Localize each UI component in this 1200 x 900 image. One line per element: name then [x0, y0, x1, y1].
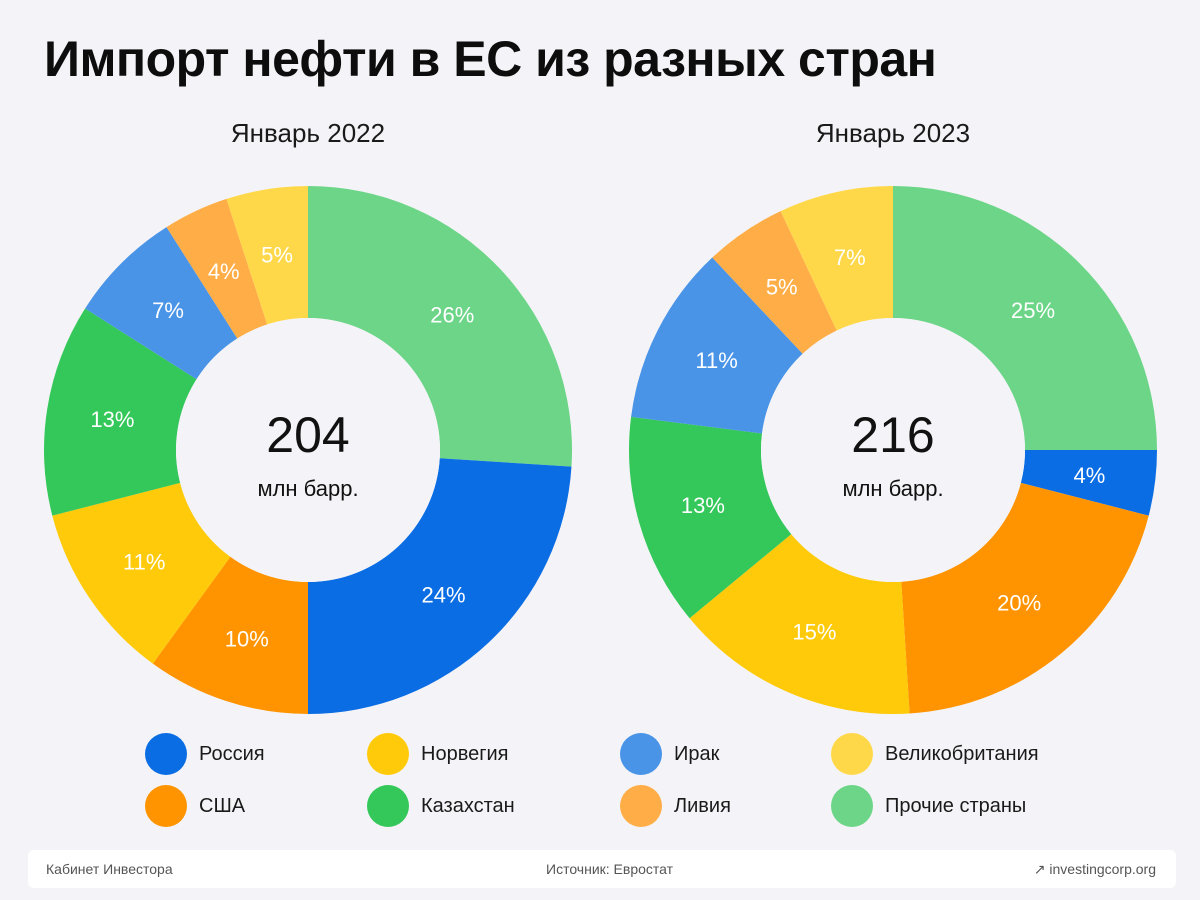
legend-label: Ливия [674, 794, 731, 817]
slice-1-4 [629, 416, 792, 619]
slice-label-1-3: 15% [792, 620, 836, 645]
donut-hole-0 [176, 318, 440, 582]
slice-label-0-7: 5% [261, 242, 293, 267]
legend-label: Казахстан [421, 794, 515, 817]
slice-label-1-0: 25% [1011, 298, 1055, 323]
legend-swatch [145, 785, 187, 827]
legend-swatch [367, 785, 409, 827]
footer-brand: Кабинет Инвестора [46, 861, 173, 877]
slice-0-6 [166, 198, 268, 339]
center-total-1: 216 [851, 407, 934, 463]
legend-label: Норвегия [421, 742, 509, 765]
slice-0-5 [85, 227, 238, 380]
center-total-0: 204 [266, 407, 349, 463]
legend-item: Ливия [620, 785, 731, 827]
page-title: Импорт нефти в ЕС из разных стран [44, 31, 937, 87]
slice-label-1-5: 11% [695, 348, 737, 373]
center-unit-1: млн барр. [842, 476, 943, 501]
legend-item: Ирак [620, 733, 719, 775]
legend-item: Россия [145, 733, 265, 775]
legend-item: Норвегия [367, 733, 509, 775]
slice-label-0-3: 11% [123, 549, 165, 574]
slice-0-7 [226, 186, 308, 325]
slice-label-0-0: 26% [430, 302, 474, 327]
slice-0-1 [308, 458, 572, 714]
center-unit-0: млн барр. [257, 476, 358, 501]
slice-label-1-4: 13% [681, 493, 725, 518]
legend-item: Казахстан [367, 785, 515, 827]
slice-label-1-6: 5% [766, 274, 798, 299]
slice-label-0-6: 4% [208, 259, 240, 284]
slice-label-1-1: 4% [1074, 463, 1106, 488]
chart-title-2022: Январь 2022 [230, 118, 386, 148]
legend: Россия США Норвегия Казахстан Ирак Ливия Велик… [145, 733, 1105, 833]
legend-label: Ирак [674, 742, 720, 765]
slice-1-2 [901, 482, 1149, 714]
legend-item: Прочие страны [831, 785, 1026, 827]
legend-label: США [199, 794, 246, 817]
footer: Кабинет Инвестора Источник: Евростат ↗ i… [28, 850, 1176, 888]
slice-0-2 [152, 556, 308, 714]
donut-chart-2022: 26% 24% 10% 11% 13% 7% 4% 5% 204 млн барр. [44, 186, 572, 714]
slice-0-0 [308, 186, 572, 467]
donut-hole-1 [761, 318, 1025, 582]
slice-label-0-5: 7% [152, 298, 184, 323]
legend-swatch [145, 733, 187, 775]
footer-source: Источник: Евростат [546, 861, 674, 877]
legend-swatch [367, 733, 409, 775]
slice-label-0-4: 13% [90, 407, 134, 432]
slice-label-0-1: 24% [422, 582, 466, 607]
legend-label: Прочие страны [885, 794, 1027, 817]
slice-1-6 [712, 211, 837, 354]
legend-item: Великобритания [831, 733, 1039, 775]
donut-chart-2023: 25% 4% 20% 15% 13% 11% 5% 7% 216 млн барр. [629, 185, 1157, 714]
slice-label-1-2: 20% [997, 591, 1041, 616]
legend-item: США [145, 785, 245, 827]
legend-label: Россия [199, 742, 265, 765]
slice-1-0 [893, 186, 1157, 450]
legend-label: Великобритания [885, 742, 1039, 765]
legend-swatch [831, 785, 873, 827]
legend-swatch [620, 785, 662, 827]
slice-0-3 [52, 482, 231, 664]
slice-label-0-2: 10% [225, 626, 269, 651]
slice-1-1 [1020, 450, 1157, 516]
slice-1-5 [631, 257, 803, 434]
legend-swatch [620, 733, 662, 775]
slice-1-3 [689, 534, 910, 714]
slice-1-7 [780, 185, 893, 331]
legend-swatch [831, 733, 873, 775]
footer-site-link[interactable]: ↗ investingcorp.org [1033, 861, 1156, 877]
chart-title-2023: Январь 2023 [815, 118, 971, 148]
slice-0-4 [44, 308, 197, 516]
slice-label-1-7: 7% [834, 245, 866, 270]
